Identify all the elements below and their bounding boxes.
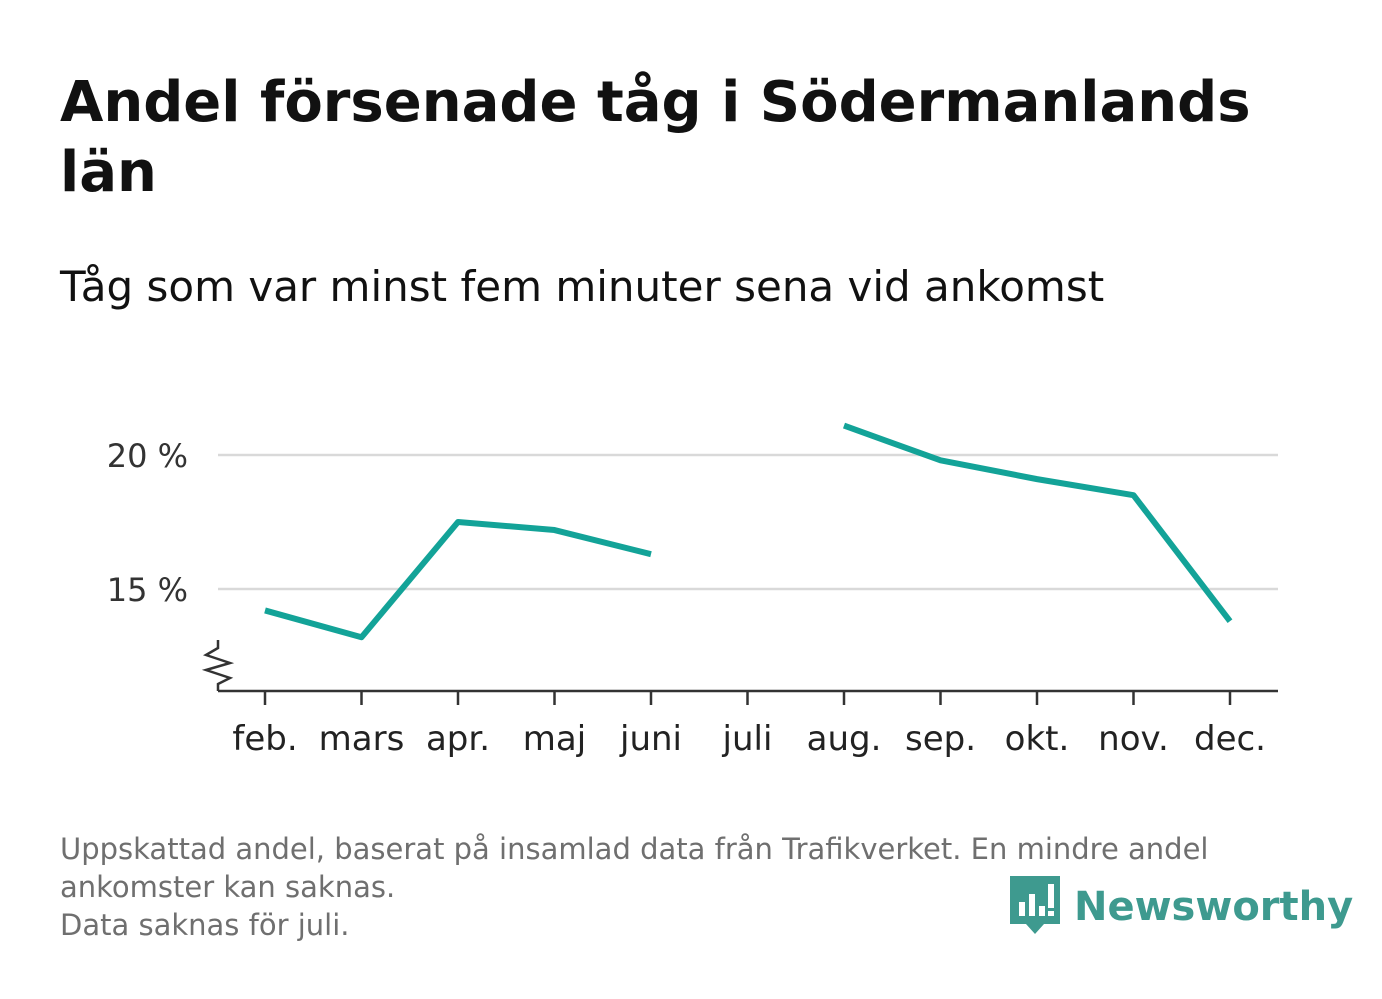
newsworthy-logo: Newsworthy xyxy=(1010,876,1353,938)
y-tick-label-15: 15 % xyxy=(107,571,188,609)
y-axis-break xyxy=(201,640,235,691)
chart-title: Andel försenade tåg i Södermanlands län xyxy=(60,70,1251,205)
x-tick-labels: feb. mars apr. maj juni juli aug. sep. okt. nov. d… xyxy=(232,719,1266,759)
series-line-segment-0 xyxy=(264,519,652,641)
x-tick-label-4: juni xyxy=(619,719,682,759)
x-tick-label-3: maj xyxy=(523,719,586,759)
x-tick-label-5: juli xyxy=(722,719,773,759)
series-line-segment-1 xyxy=(842,422,1233,623)
footnote-line-2: ankomster kan saknas. xyxy=(60,870,396,904)
footnote-line-1: Uppskattad andel, baserat på insamlad da… xyxy=(60,832,1209,866)
footnote: Uppskattad andel, baserat på insamlad da… xyxy=(60,830,1320,944)
x-axis xyxy=(201,640,1278,705)
newsworthy-logo-text: Newsworthy xyxy=(1074,884,1354,930)
x-tick-label-1: mars xyxy=(319,719,405,759)
x-tick-label-0: feb. xyxy=(232,719,297,759)
x-tick-label-6: aug. xyxy=(807,719,882,759)
y-tick-label-20: 20 % xyxy=(107,437,188,475)
y-tick-labels: 15 % 20 % xyxy=(107,437,188,609)
x-tick-label-10: dec. xyxy=(1194,719,1266,759)
x-tick-label-7: sep. xyxy=(905,719,976,759)
x-tick-label-8: okt. xyxy=(1005,719,1070,759)
series-lines xyxy=(264,422,1233,641)
chart-subtitle: Tåg som var minst fem minuter sena vid a… xyxy=(60,262,1105,311)
x-tick-label-2: apr. xyxy=(426,719,490,759)
x-tick-label-9: nov. xyxy=(1098,719,1169,759)
newsworthy-logo-icon xyxy=(1010,876,1060,934)
gridlines xyxy=(218,453,1278,591)
footnote-line-3: Data saknas för juli. xyxy=(60,908,350,942)
